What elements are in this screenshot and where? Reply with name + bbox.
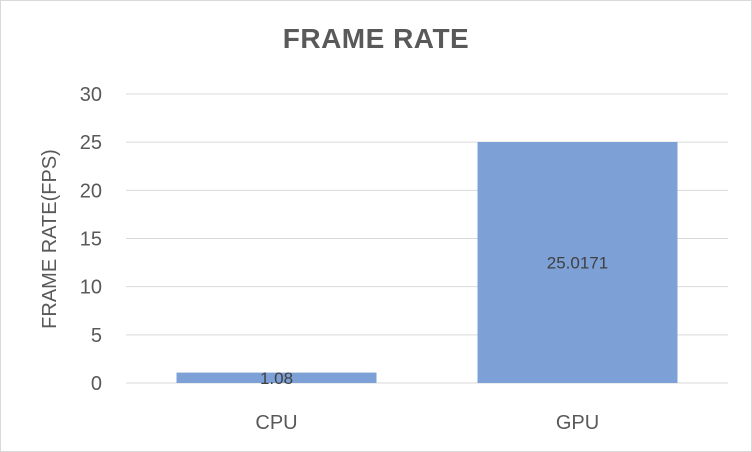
y-tick-label: 25 [80,132,102,154]
y-tick-label: 30 [80,84,102,106]
y-tick-label: 5 [91,325,102,347]
y-tick-label: 0 [91,373,102,395]
x-category-label: CPU [255,412,297,434]
chart-title: FRAME RATE [282,23,470,54]
data-label: 1.08 [260,369,293,388]
data-label: 25.0171 [547,254,608,273]
bar-gpu [477,142,678,383]
bar-cpu [176,372,377,383]
y-tick-label: 10 [80,277,102,299]
x-category-label: GPU [556,412,599,434]
y-tick-label: 15 [80,229,102,251]
y-tick-label: 20 [80,180,102,202]
y-axis-title: FRAME RATE(FPS) [39,149,61,329]
